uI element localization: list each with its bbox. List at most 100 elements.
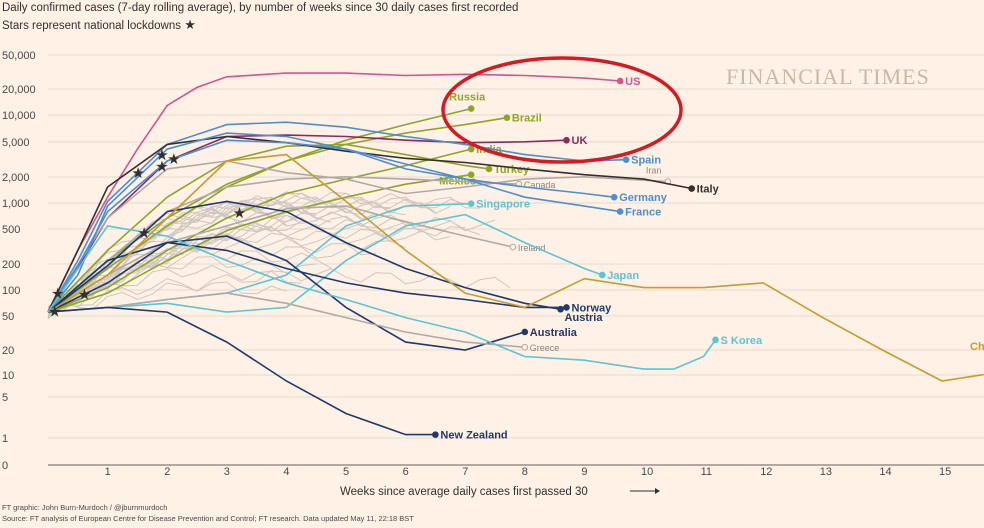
series-label-iran: Iran [646,166,662,176]
series-end-marker [616,208,624,215]
brand-watermark: FINANCIAL TIMES [726,64,930,89]
x-tick-label: 1 [105,466,111,478]
series-end-marker [521,343,529,351]
series-end-marker [467,145,475,153]
series-line-austria [47,200,561,313]
series-end-marker [557,305,564,313]
credit-line: FT graphic: John Burn-Murdoch / @jburnmu… [2,503,168,512]
lockdown-star-icon: ★ [167,151,180,168]
x-tick-label: 13 [820,466,832,478]
series-line-italy [47,135,692,313]
x-tick-label: 9 [581,466,587,478]
series-label-greece: Greece [530,343,560,353]
series-line-china [47,153,984,382]
lockdown-star-icon: ★ [78,287,91,304]
subtitle: Daily confirmed cases (7-day rolling ave… [2,2,519,14]
series-line-s-korea [47,225,717,370]
x-tick-label: 10 [641,466,653,478]
x-axis-title: Weeks since average daily cases first pa… [340,486,588,498]
series-end-marker [616,77,624,85]
y-tick-label: 0 [2,460,8,472]
series-end-marker [622,156,630,163]
y-tick-label: 5,000 [2,137,30,149]
y-tick-label: 10,000 [2,110,36,122]
y-tick-label: 20,000 [2,84,36,96]
series-label-italy: Italy [697,184,720,196]
lockdown-star-icon: ★ [48,304,61,321]
series-line-mexico [47,173,472,313]
series-label-s-korea: S Korea [721,335,763,347]
background-country-line [47,191,481,319]
lockdown-star-icon: ★ [137,225,150,242]
series-end-marker [598,271,606,279]
series-end-marker [563,136,570,144]
x-tick-label: 6 [403,466,409,478]
series-label-brazil: Brazil [512,113,542,125]
y-tick-label: 10 [2,370,14,382]
series-label-russia: Russia [449,92,486,104]
series-end-marker [509,243,517,251]
series-end-marker [485,165,493,173]
x-tick-label: 8 [522,466,528,478]
series-line-us [47,72,621,313]
x-tick-label: 11 [701,466,712,478]
lockdown-star-icon: ★ [155,159,168,176]
lockdown-star-icon: ★ [131,165,144,182]
series-label-spain: Spain [631,155,661,167]
y-tick-label: 5 [2,392,8,404]
background-country-line [47,200,376,318]
arrow-head-icon [655,488,660,494]
series-label-china: Ch [970,341,984,353]
background-country-line [47,277,287,313]
lockdown-star-icon: ★ [155,147,168,164]
y-tick-label: 100 [2,285,20,297]
y-tick-label: 50 [2,311,14,323]
series-end-marker [521,328,529,336]
series-line-brazil [47,116,508,313]
x-tick-label: 7 [462,466,468,478]
y-tick-label: 1 [2,433,8,445]
series-label-uk: UK [572,135,588,147]
star-icon: ★ [184,17,196,32]
series-end-marker [688,185,695,192]
series-end-marker [432,431,439,438]
x-tick-label: 4 [283,466,289,478]
background-country-line [47,224,421,307]
y-tick-label: 500 [2,224,20,236]
source-line: Source: FT analysis of European Centre f… [2,514,414,523]
x-tick-label: 15 [939,466,951,478]
series-end-marker [610,193,618,201]
series-line-russia [47,107,472,313]
series-line-greece [47,292,525,348]
background-country-line [47,217,466,317]
series-label-australia: Australia [530,327,578,339]
series-end-marker [467,171,475,178]
lockdown-note-text: Stars represent national lockdowns [2,20,181,32]
series-label-germany: Germany [619,192,668,204]
y-tick-label: 1,000 [2,198,30,210]
series-label-austria: Austria [565,312,604,324]
series-label-canada: Canada [524,180,556,190]
lockdown-note: Stars represent national lockdowns ★ [2,17,196,33]
series-line-ireland [47,205,514,313]
series-label-singapore: Singapore [476,199,530,211]
series-end-marker [467,105,475,112]
x-tick-label: 3 [224,466,230,478]
x-tick-label: 2 [164,466,170,478]
series-end-marker [712,336,719,344]
series-line-canada [47,175,519,313]
series-end-marker [467,200,475,207]
series-label-japan: Japan [607,270,639,282]
series-line-norway [47,241,567,313]
background-country-line [47,268,511,314]
highlight-ellipse [441,56,683,164]
series-label-us: US [625,76,640,88]
y-tick-label: 2,000 [2,172,30,184]
background-country-line [47,256,317,310]
background-country-line [47,195,436,308]
series-label-norway: Norway [572,302,613,314]
series-line-iran [47,160,668,313]
y-tick-label: 50,000 [2,50,36,62]
x-tick-label: 5 [343,466,349,478]
x-tick-label: 12 [760,466,772,478]
